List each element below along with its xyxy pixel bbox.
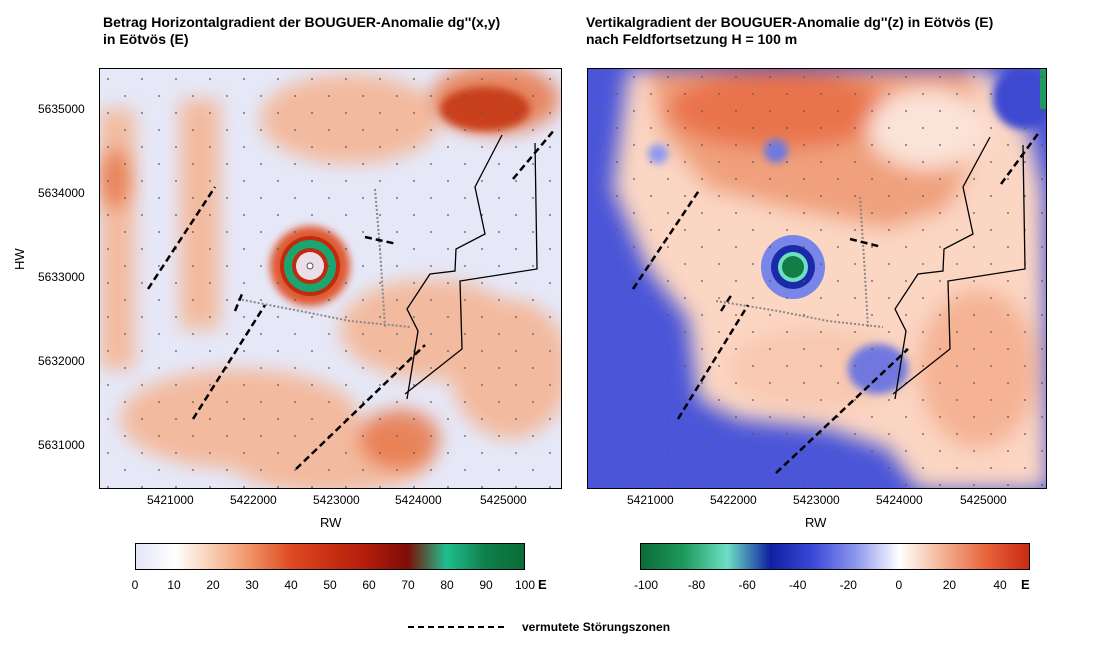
left-colorbar-tick: 40 [284,578,298,592]
left-x-axis-label: RW [320,515,342,530]
right-colorbar-tick: 20 [942,578,957,592]
left-colorbar-tick: 20 [206,578,220,592]
horizontal-gradient-map [100,69,561,488]
left-colorbar-tick: 100 [514,578,536,592]
left-x-tick: 5421000 [147,493,194,507]
right-colorbar [640,543,1030,570]
right-map-title: Vertikalgradient der BOUGUER-Anomalie dg… [586,14,994,47]
right-x-tick: 5422000 [710,493,757,507]
left-colorbar-unit: E [538,577,547,592]
left-colorbar-tick: 80 [440,578,454,592]
left-x-tick: 5425000 [480,493,527,507]
legend: vermutete Störungszonen [408,620,670,634]
right-colorbar-tick: -20 [839,578,857,592]
left-x-tick: 5422000 [230,493,277,507]
left-x-tick: 5424000 [395,493,442,507]
right-x-tick: 5423000 [793,493,840,507]
right-colorbar-unit: E [1021,577,1030,592]
left-y-axis-label: HW [12,248,27,270]
right-x-tick: 5421000 [627,493,674,507]
left-colorbar-tick: 50 [323,578,337,592]
right-x-tick: 5425000 [960,493,1007,507]
left-y-tick: 5631000 [38,438,85,452]
left-y-tick: 5634000 [38,186,85,200]
vertical-gradient-map [588,69,1046,488]
left-map-title: Betrag Horizontalgradient der BOUGUER-An… [103,14,501,47]
left-y-tick: 5635000 [38,102,85,116]
left-x-tick: 5423000 [313,493,360,507]
left-colorbar-tick: 30 [245,578,259,592]
right-colorbar-tick: 40 [993,578,1007,592]
left-colorbar-tick: 70 [401,578,415,592]
left-colorbar-tick: 90 [479,578,493,592]
right-colorbar-tick: -40 [789,578,807,592]
right-colorbar-tick: -60 [738,578,756,592]
right-colorbar-tick: 0 [895,578,903,592]
fault-zone-line-symbol [408,626,504,628]
left-colorbar [135,543,525,570]
left-colorbar-tick: 60 [362,578,376,592]
left-y-tick: 5633000 [38,270,85,284]
left-y-tick: 5632000 [38,354,85,368]
right-map-panel [587,68,1047,489]
right-colorbar-tick: -100 [633,578,659,592]
left-colorbar-tick: 10 [167,578,181,592]
right-colorbar-tick: -80 [687,578,706,592]
legend-label: vermutete Störungszonen [522,620,671,634]
left-map-panel [99,68,562,489]
right-x-tick: 5424000 [876,493,923,507]
right-x-axis-label: RW [805,515,827,530]
left-colorbar-tick: 0 [131,578,139,592]
